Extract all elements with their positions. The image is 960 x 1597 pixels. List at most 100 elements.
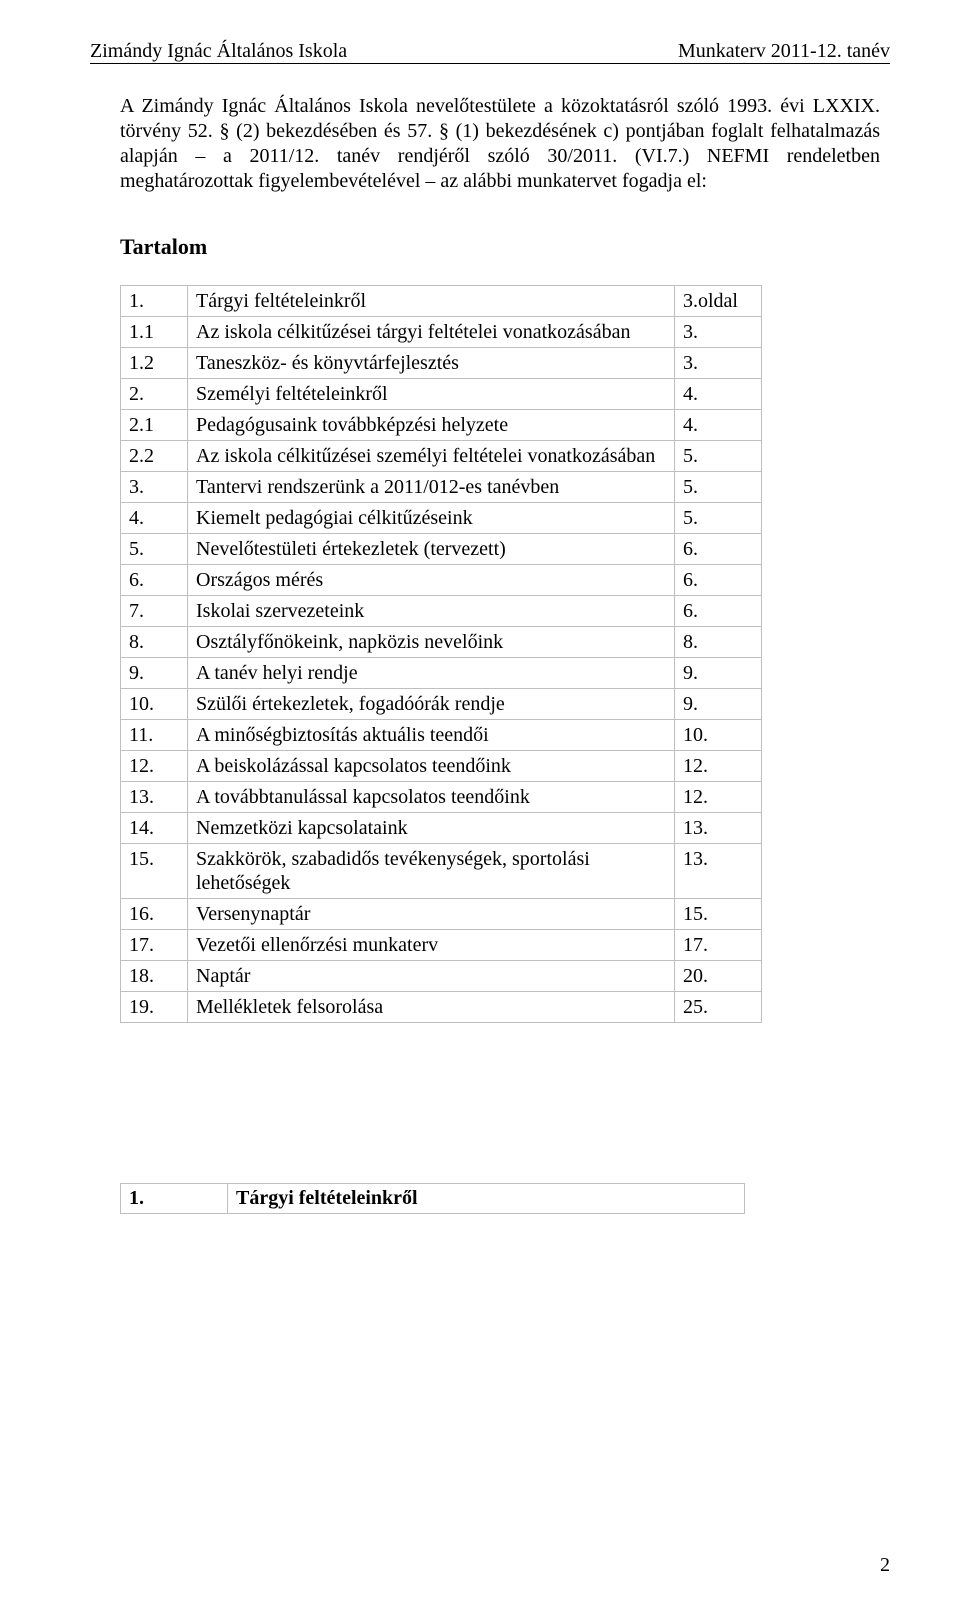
- toc-row-title: Nemzetközi kapcsolataink: [188, 813, 675, 844]
- toc-row-title: Mellékletek felsorolása: [188, 992, 675, 1023]
- toc-row-page: 4.: [675, 410, 762, 441]
- toc-row-number: 14.: [121, 813, 188, 844]
- toc-row-number: 18.: [121, 961, 188, 992]
- toc-row-page: 5.: [675, 441, 762, 472]
- toc-row-title: Tárgyi feltételeinkről: [188, 286, 675, 317]
- toc-row-number: 9.: [121, 658, 188, 689]
- document-page: Zimándy Ignác Általános Iskola Munkaterv…: [0, 0, 960, 1597]
- section-heading-number: 1.: [121, 1184, 228, 1214]
- toc-row-title: Naptár: [188, 961, 675, 992]
- toc-row: 18.Naptár20.: [121, 961, 762, 992]
- section-heading-title: Tárgyi feltételeinkről: [228, 1184, 745, 1214]
- page-number: 2: [880, 1554, 890, 1577]
- toc-row-number: 2.: [121, 379, 188, 410]
- toc-row-title: Vezetői ellenőrzési munkaterv: [188, 930, 675, 961]
- header-right: Munkaterv 2011-12. tanév: [678, 40, 890, 63]
- toc-row: 6.Országos mérés6.: [121, 565, 762, 596]
- toc-row-number: 1.1: [121, 317, 188, 348]
- toc-row: 15.Szakkörök, szabadidős tevékenységek, …: [121, 844, 762, 899]
- toc-table: 1.Tárgyi feltételeinkről3.oldal1.1Az isk…: [120, 285, 762, 1023]
- toc-row-title: A minőségbiztosítás aktuális teendői: [188, 720, 675, 751]
- toc-row-page: 8.: [675, 627, 762, 658]
- toc-row: 2.1Pedagógusaink továbbképzési helyzete4…: [121, 410, 762, 441]
- toc-row-title: Taneszköz- és könyvtárfejlesztés: [188, 348, 675, 379]
- toc-row-number: 2.2: [121, 441, 188, 472]
- toc-row-page: 3.: [675, 317, 762, 348]
- toc-row-title: Szakkörök, szabadidős tevékenységek, spo…: [188, 844, 675, 899]
- toc-row: 5.Nevelőtestületi értekezletek (tervezet…: [121, 534, 762, 565]
- toc-row-number: 10.: [121, 689, 188, 720]
- toc-row-title: Az iskola célkitűzései tárgyi feltételei…: [188, 317, 675, 348]
- toc-row-page: 9.: [675, 689, 762, 720]
- toc-row-page: 20.: [675, 961, 762, 992]
- toc-row: 9.A tanév helyi rendje9.: [121, 658, 762, 689]
- toc-row-number: 12.: [121, 751, 188, 782]
- toc-row: 1.Tárgyi feltételeinkről3.oldal: [121, 286, 762, 317]
- toc-row-page: 17.: [675, 930, 762, 961]
- toc-row-title: Versenynaptár: [188, 899, 675, 930]
- intro-paragraph: A Zimándy Ignác Általános Iskola nevelőt…: [120, 94, 880, 194]
- toc-row: 2.Személyi feltételeinkről4.: [121, 379, 762, 410]
- toc-row: 7.Iskolai szervezeteink6.: [121, 596, 762, 627]
- running-header: Zimándy Ignác Általános Iskola Munkaterv…: [90, 40, 890, 65]
- toc-row-number: 16.: [121, 899, 188, 930]
- toc-row-page: 6.: [675, 565, 762, 596]
- toc-row: 8.Osztályfőnökeink, napközis nevelőink8.: [121, 627, 762, 658]
- toc-row: 1.2Taneszköz- és könyvtárfejlesztés3.: [121, 348, 762, 379]
- toc-row-number: 6.: [121, 565, 188, 596]
- toc-row-title: Személyi feltételeinkről: [188, 379, 675, 410]
- toc-row-title: Iskolai szervezeteink: [188, 596, 675, 627]
- toc-row: 14.Nemzetközi kapcsolataink13.: [121, 813, 762, 844]
- toc-row-page: 15.: [675, 899, 762, 930]
- toc-row-title: Nevelőtestületi értekezletek (tervezett): [188, 534, 675, 565]
- toc-row-page: 10.: [675, 720, 762, 751]
- toc-row-number: 8.: [121, 627, 188, 658]
- toc-row-title: Pedagógusaink továbbképzési helyzete: [188, 410, 675, 441]
- toc-row-page: 25.: [675, 992, 762, 1023]
- toc-row-number: 3.: [121, 472, 188, 503]
- toc-row-number: 17.: [121, 930, 188, 961]
- toc-row-number: 11.: [121, 720, 188, 751]
- toc-row-page: 12.: [675, 751, 762, 782]
- toc-row-title: A tanév helyi rendje: [188, 658, 675, 689]
- toc-row-number: 1.2: [121, 348, 188, 379]
- toc-row-number: 1.: [121, 286, 188, 317]
- toc-row-page: 3.: [675, 348, 762, 379]
- toc-row-title: A továbbtanulással kapcsolatos teendőink: [188, 782, 675, 813]
- toc-row-page: 4.: [675, 379, 762, 410]
- toc-row-number: 15.: [121, 844, 188, 899]
- toc-heading: Tartalom: [120, 234, 890, 260]
- toc-row-number: 19.: [121, 992, 188, 1023]
- toc-row-title: A beiskolázással kapcsolatos teendőink: [188, 751, 675, 782]
- toc-row: 19.Mellékletek felsorolása25.: [121, 992, 762, 1023]
- toc-row-title: Az iskola célkitűzései személyi feltétel…: [188, 441, 675, 472]
- toc-row-page: 3.oldal: [675, 286, 762, 317]
- toc-row-page: 9.: [675, 658, 762, 689]
- toc-row-title: Osztályfőnökeink, napközis nevelőink: [188, 627, 675, 658]
- toc-row: 1.1Az iskola célkitűzései tárgyi feltéte…: [121, 317, 762, 348]
- toc-row-number: 7.: [121, 596, 188, 627]
- toc-row-page: 6.: [675, 534, 762, 565]
- header-underline: [90, 63, 890, 64]
- toc-row: 12.A beiskolázással kapcsolatos teendőin…: [121, 751, 762, 782]
- toc-row: 11.A minőségbiztosítás aktuális teendői1…: [121, 720, 762, 751]
- section-heading-row: 1. Tárgyi feltételeinkről: [121, 1184, 745, 1214]
- toc-row-number: 13.: [121, 782, 188, 813]
- toc-row-title: Tantervi rendszerünk a 2011/012-es tanév…: [188, 472, 675, 503]
- toc-row-number: 5.: [121, 534, 188, 565]
- toc-row-number: 4.: [121, 503, 188, 534]
- toc-row-page: 6.: [675, 596, 762, 627]
- toc-row-title: Kiemelt pedagógiai célkitűzéseink: [188, 503, 675, 534]
- toc-row: 13.A továbbtanulással kapcsolatos teendő…: [121, 782, 762, 813]
- toc-row-page: 13.: [675, 844, 762, 899]
- section-heading-table: 1. Tárgyi feltételeinkről: [120, 1183, 745, 1214]
- toc-row: 4.Kiemelt pedagógiai célkitűzéseink5.: [121, 503, 762, 534]
- toc-row: 16.Versenynaptár15.: [121, 899, 762, 930]
- toc-row-page: 5.: [675, 503, 762, 534]
- toc-row: 3.Tantervi rendszerünk a 2011/012-es tan…: [121, 472, 762, 503]
- toc-row-number: 2.1: [121, 410, 188, 441]
- toc-row-title: Szülői értekezletek, fogadóórák rendje: [188, 689, 675, 720]
- toc-row: 17.Vezetői ellenőrzési munkaterv17.: [121, 930, 762, 961]
- toc-row-title: Országos mérés: [188, 565, 675, 596]
- toc-row-page: 12.: [675, 782, 762, 813]
